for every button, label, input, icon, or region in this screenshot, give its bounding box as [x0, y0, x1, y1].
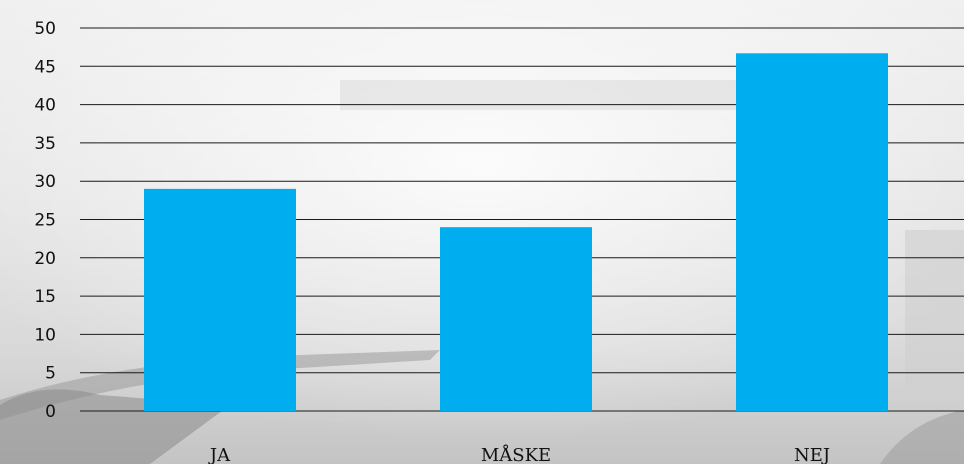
bar-måske: [440, 227, 592, 411]
y-tick-label: 25: [34, 211, 56, 231]
y-tick-label: 50: [34, 19, 56, 39]
x-category-label: NEJ: [794, 445, 830, 464]
x-category-label: JA: [208, 445, 231, 464]
bars: [144, 53, 888, 411]
y-tick-label: 40: [34, 96, 56, 116]
y-tick-label: 10: [34, 325, 56, 345]
y-tick-label: 0: [45, 402, 56, 422]
bar-nej: [736, 53, 888, 411]
x-axis-category-labels: JA MÅSKE NEJ: [208, 444, 830, 464]
y-tick-label: 45: [34, 57, 56, 77]
x-category-label: MÅSKE: [481, 444, 551, 464]
y-tick-label: 5: [45, 364, 56, 384]
y-tick-label: 15: [34, 287, 56, 307]
y-axis-tick-labels: 0 5 10 15 20 25 30 35 40 45 50: [34, 19, 56, 422]
y-tick-label: 20: [34, 249, 56, 269]
bar-ja: [144, 188, 296, 411]
y-tick-label: 30: [34, 172, 56, 192]
y-tick-label: 35: [34, 134, 56, 154]
